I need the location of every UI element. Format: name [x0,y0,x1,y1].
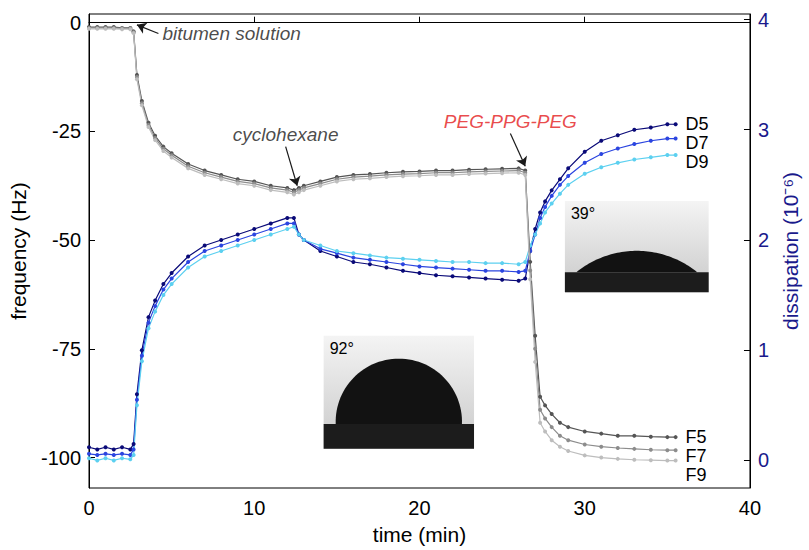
svg-text:30: 30 [574,497,596,519]
svg-text:F5: F5 [686,427,707,447]
svg-text:D9: D9 [686,152,709,172]
svg-text:0: 0 [83,497,94,519]
svg-text:D5: D5 [686,114,709,134]
svg-text:39°: 39° [571,205,595,222]
svg-text:3: 3 [758,119,769,141]
svg-text:2: 2 [758,229,769,251]
svg-text:-75: -75 [52,338,81,360]
svg-text:cyclohexane: cyclohexane [233,124,339,145]
svg-text:92°: 92° [330,340,354,357]
svg-text:1: 1 [758,339,769,361]
svg-text:dissipation (10⁻⁶): dissipation (10⁻⁶) [779,172,802,330]
svg-text:F9: F9 [686,465,707,485]
svg-text:-50: -50 [52,229,81,251]
svg-text:4: 4 [758,9,769,31]
svg-text:PEG-PPG-PEG: PEG-PPG-PEG [444,111,577,132]
svg-text:10: 10 [243,497,265,519]
svg-text:bitumen solution: bitumen solution [162,23,300,44]
svg-text:0: 0 [70,12,81,34]
svg-text:F7: F7 [686,446,707,466]
svg-text:-25: -25 [52,120,81,142]
svg-text:0: 0 [758,449,769,471]
svg-text:D7: D7 [686,133,709,153]
svg-text:-100: -100 [41,447,81,469]
svg-text:20: 20 [408,497,430,519]
svg-text:frequency (Hz): frequency (Hz) [7,182,30,320]
svg-text:40: 40 [739,497,761,519]
svg-text:time (min): time (min) [373,523,466,546]
